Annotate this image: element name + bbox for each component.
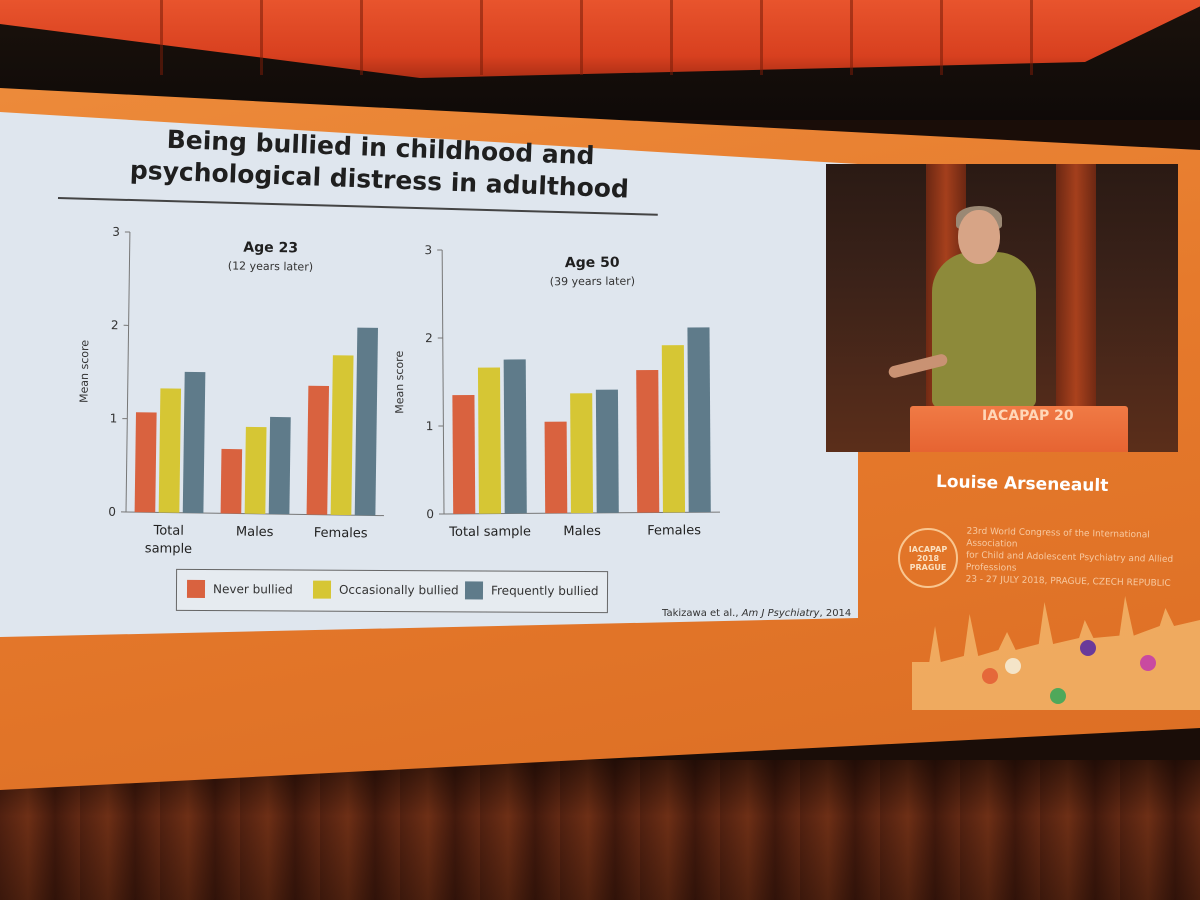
y-tick-label: 3: [112, 225, 120, 239]
y-tick-label: 3: [424, 243, 432, 257]
legend-swatch-never: [186, 579, 206, 599]
x-tick-label: Total: [152, 523, 184, 538]
y-axis-label: Mean score: [78, 340, 92, 403]
y-axis-label: Mean score: [393, 351, 406, 414]
x-tick-label: Total sample: [448, 524, 531, 540]
child-figure-illustration: [1140, 655, 1156, 671]
bar-never-bullied: [452, 394, 476, 514]
bar-never-bullied: [220, 448, 243, 514]
congress-info: 23rd World Congress of the International…: [965, 526, 1196, 591]
bar-occasionally-bullied: [330, 355, 354, 516]
citation-journal: Am J Psychiatry: [741, 608, 820, 619]
bar-occasionally-bullied: [661, 345, 686, 513]
bar-occasionally-bullied: [158, 388, 182, 513]
x-tick-label: Females: [647, 523, 701, 538]
y-tick-label: 0: [426, 507, 434, 521]
chart-age-50: 0 1 2 3 Mean score Age 50 (39 years later) Tota…: [393, 243, 720, 540]
x-tick-label: Males: [236, 525, 274, 541]
ceiling-rib: [760, 0, 763, 75]
ceiling-rib: [480, 0, 483, 75]
legend-swatch-occasionally: [312, 580, 332, 599]
congress-logo: IACAPAP 2018 PRAGUE: [898, 528, 958, 588]
y-tick-label: 0: [108, 505, 116, 519]
ceiling-rib: [580, 0, 583, 75]
bar-charts: 0 1 2 3 Mean score Age 23 (12 years later) Tota…: [78, 225, 720, 557]
ceiling-rib: [260, 0, 263, 75]
ceiling-rib: [160, 0, 163, 75]
bar-frequently-bullied: [182, 371, 206, 514]
child-figure-illustration: [982, 668, 998, 684]
citation-authors: Takizawa et al.,: [662, 608, 742, 619]
citation: Takizawa et al., Am J Psychiatry, 2014: [662, 608, 851, 619]
bar-frequently-bullied: [503, 359, 527, 514]
curtain-shadow: [0, 760, 1200, 900]
citation-year: , 2014: [819, 608, 852, 619]
legend-swatch-frequently: [464, 581, 484, 600]
y-tick-label: 1: [426, 419, 434, 433]
bar-never-bullied: [636, 369, 660, 513]
bar-never-bullied: [544, 421, 568, 514]
y-tick-label: 1: [110, 411, 118, 425]
chart-title: Age 23: [243, 240, 298, 257]
child-figure-illustration: [1080, 640, 1096, 656]
congress-logo-text: IACAPAP 2018 PRAGUE: [908, 544, 948, 572]
chart-title: Age 50: [565, 255, 620, 271]
legend-label: Never bullied: [212, 582, 293, 597]
bar-occasionally-bullied: [244, 426, 267, 514]
speaker-video-feed: IACAPAP 20: [826, 164, 1178, 452]
speaker-name: Louise Arseneault: [935, 471, 1109, 497]
child-figure-illustration: [1050, 688, 1066, 704]
chart-subtitle: (12 years later): [228, 259, 313, 273]
chart-subtitle: (39 years later): [550, 275, 635, 289]
speaker-head: [958, 210, 1000, 264]
legend-label: Frequently bullied: [490, 583, 599, 599]
x-tick-label: sample: [145, 541, 192, 557]
legend-label: Occasionally bullied: [338, 582, 459, 598]
y-tick-label: 2: [425, 331, 433, 345]
child-figure-illustration: [1005, 658, 1021, 674]
podium: IACAPAP 20: [910, 406, 1128, 452]
podium-logo-text: IACAPAP 20: [982, 408, 1074, 424]
bar-frequently-bullied: [354, 327, 378, 516]
bar-frequently-bullied: [595, 389, 619, 513]
y-axis: [441, 250, 445, 515]
ceiling-rib: [670, 0, 673, 75]
bar-never-bullied: [134, 412, 157, 513]
x-axis: [125, 511, 384, 517]
bar-frequently-bullied: [268, 416, 291, 515]
legend-item-frequently: Frequently bullied: [464, 581, 599, 600]
x-tick-label: Females: [314, 526, 368, 542]
ceiling-rib: [940, 0, 943, 75]
y-tick-label: 2: [111, 318, 119, 332]
ceiling-rib: [360, 0, 363, 75]
bar-frequently-bullied: [687, 327, 711, 513]
chart-age-23: 0 1 2 3 Mean score Age 23 (12 years later) Tota…: [78, 225, 384, 557]
bar-never-bullied: [306, 385, 330, 515]
ceiling-rib: [850, 0, 853, 75]
ceiling-rib: [1030, 0, 1033, 75]
speaker-figure: [932, 252, 1036, 408]
bar-occasionally-bullied: [570, 393, 594, 514]
bar-occasionally-bullied: [477, 367, 502, 514]
legend-item-occasionally: Occasionally bullied: [312, 580, 459, 600]
x-tick-label: Males: [563, 524, 601, 539]
ceiling-light-band: [0, 0, 1200, 78]
legend-item-never: Never bullied: [186, 579, 293, 599]
video-curtain-fold: [1056, 164, 1096, 452]
chart-legend: Never bullied Occasionally bullied Frequ…: [175, 568, 609, 614]
y-axis: [125, 232, 131, 513]
